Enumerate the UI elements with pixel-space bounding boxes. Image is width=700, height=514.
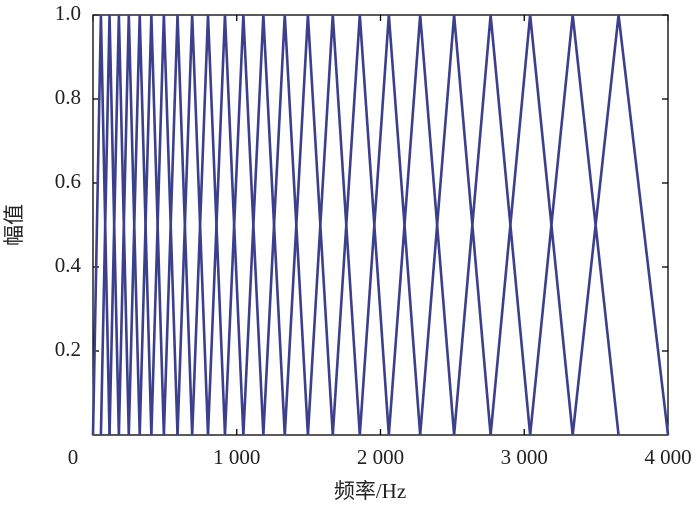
x-tick-label: 2 000: [357, 445, 404, 469]
filter: [283, 14, 335, 436]
y-axis-label: 幅值: [2, 204, 26, 246]
filter: [99, 14, 121, 436]
filter: [91, 14, 111, 436]
filter: [528, 14, 620, 436]
filter: [358, 14, 422, 436]
filter: [387, 14, 456, 436]
filter: [108, 14, 131, 436]
y-tick-label: 0.6: [55, 169, 81, 193]
x-axis-label: 频率/Hz: [334, 479, 406, 503]
y-tick-label: 0.4: [55, 253, 82, 277]
x-tick-label: 0: [68, 445, 79, 469]
filter: [138, 14, 166, 436]
filter: [262, 14, 310, 436]
filter: [117, 14, 142, 436]
y-tick-label: 0.8: [55, 85, 81, 109]
filter: [489, 14, 574, 436]
y-tick-label: 1.0: [55, 1, 81, 25]
filter: [176, 14, 210, 436]
filter: [452, 14, 532, 436]
filter: [242, 14, 287, 436]
x-tick-label: 3 000: [501, 445, 548, 469]
filter: [150, 14, 179, 436]
filter: [206, 14, 245, 436]
filter: [331, 14, 391, 436]
filter: [306, 14, 362, 436]
filter: [571, 14, 670, 436]
filter: [190, 14, 227, 436]
filter: [223, 14, 265, 436]
y-tick-label: 0.2: [55, 337, 81, 361]
x-tick-label: 4 000: [644, 445, 691, 469]
filter: [127, 14, 153, 436]
x-tick-label: 1 000: [213, 445, 260, 469]
filter: [162, 14, 194, 436]
filter: [418, 14, 492, 436]
